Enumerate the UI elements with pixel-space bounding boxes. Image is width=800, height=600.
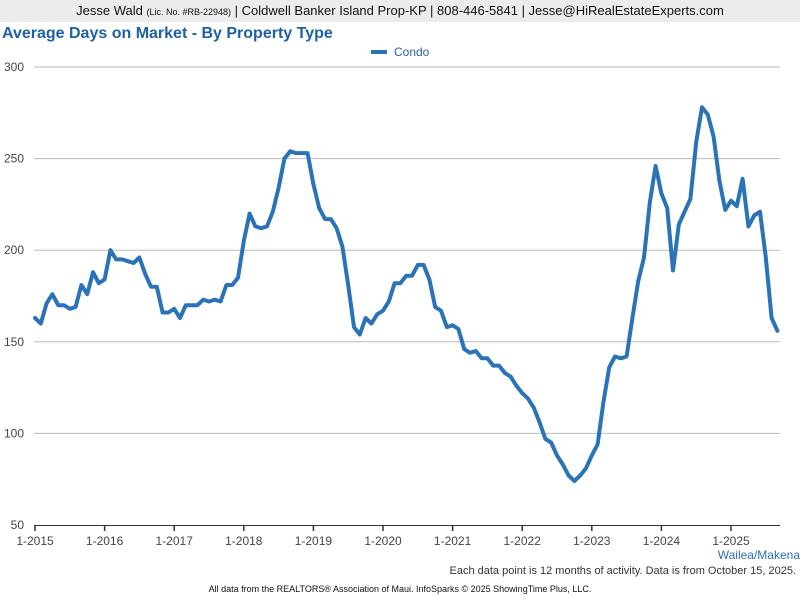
x-tick-label: 1-2016 [86, 534, 124, 548]
x-tick-label: 1-2024 [643, 534, 681, 548]
agent-contact: | Coldwell Banker Island Prop-KP | 808-4… [234, 3, 724, 18]
data-note: Each data point is 12 months of activity… [449, 565, 796, 577]
x-tick-label: 1-2021 [434, 534, 472, 548]
x-tick-label: 1-2019 [295, 534, 333, 548]
y-tick-label: 50 [11, 518, 25, 532]
agent-header: Jesse Wald (Lic. No. #RB-22948) | Coldwe… [0, 0, 800, 22]
chart-title: Average Days on Market - By Property Typ… [2, 25, 333, 42]
y-tick-label: 100 [4, 426, 24, 440]
y-tick-label: 250 [4, 152, 24, 166]
region-label: Wailea/Makena [717, 548, 800, 562]
x-tick-label: 1-2025 [712, 534, 750, 548]
y-tick-label: 200 [4, 243, 24, 257]
legend-label-condo: Condo [393, 45, 430, 59]
series-line-condo [33, 105, 780, 483]
x-tick-label: 1-2018 [225, 534, 263, 548]
y-tick-label: 150 [4, 335, 24, 349]
agent-name: Jesse Wald [76, 3, 143, 18]
y-tick-label: 300 [4, 60, 24, 74]
license-number: (Lic. No. #RB-22948) [146, 7, 232, 17]
x-tick-label: 1-2022 [504, 534, 542, 548]
legend-swatch [370, 49, 387, 54]
x-tick-label: 1-2017 [156, 534, 194, 548]
chart-legend[interactable]: Condo [0, 45, 800, 59]
x-tick-label: 1-2015 [16, 534, 54, 548]
footer-credit: All data from the REALTORS® Association … [208, 584, 592, 594]
x-tick-label: 1-2023 [573, 534, 611, 548]
x-tick-label: 1-2020 [364, 534, 402, 548]
